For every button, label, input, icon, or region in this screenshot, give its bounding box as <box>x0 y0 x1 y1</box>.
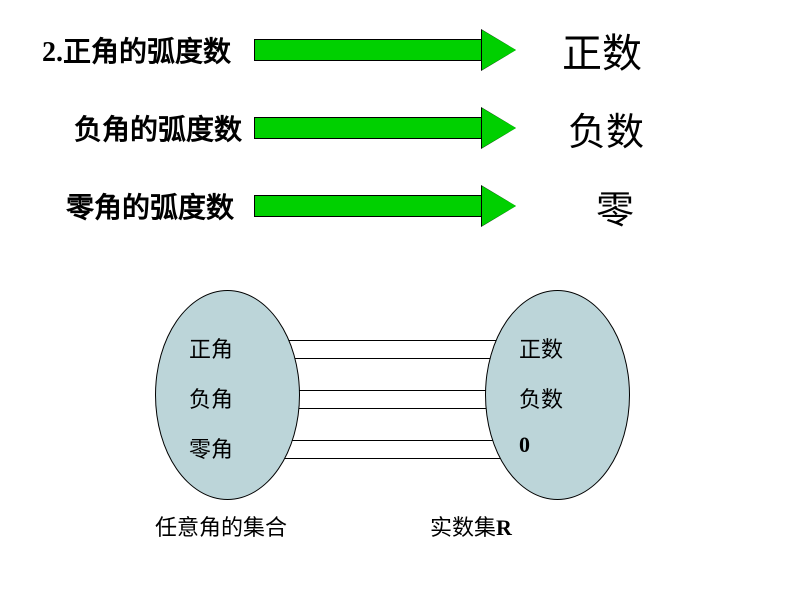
arrow-1 <box>254 30 516 70</box>
left-item-2: 负角 <box>189 382 233 414</box>
arrow-3 <box>254 186 516 226</box>
right-item-3: 0 <box>519 432 530 458</box>
right-caption-zh: 实数集 <box>430 515 496 540</box>
row3-left-label: 零角的弧度数 <box>66 186 234 226</box>
arrow-2-shaft <box>254 117 482 139</box>
right-item-1: 正数 <box>519 332 563 364</box>
row2-right-label: 负数 <box>568 101 644 156</box>
arrow-3-shaft <box>254 195 482 217</box>
arrow-2-head <box>482 108 516 148</box>
right-item-2: 负数 <box>519 382 563 414</box>
left-item-1: 正角 <box>189 332 233 364</box>
row1-left-text: 正角的弧度数 <box>63 37 231 68</box>
arrow-2 <box>254 108 516 148</box>
row2-left-label: 负角的弧度数 <box>74 108 242 148</box>
left-set-caption: 任意角的集合 <box>155 510 287 542</box>
row3-right-label: 零 <box>596 179 634 234</box>
row1-prefix: 2. <box>42 37 63 68</box>
row1-right-label: 正数 <box>562 21 642 79</box>
row1-left-label: 2.正角的弧度数 <box>42 30 231 70</box>
arrow-1-head <box>482 30 516 70</box>
left-item-3: 零角 <box>189 432 233 464</box>
right-caption-R: R <box>496 515 512 540</box>
right-set-caption: 实数集R <box>430 510 512 542</box>
arrow-1-shaft <box>254 39 482 61</box>
arrow-3-head <box>482 186 516 226</box>
